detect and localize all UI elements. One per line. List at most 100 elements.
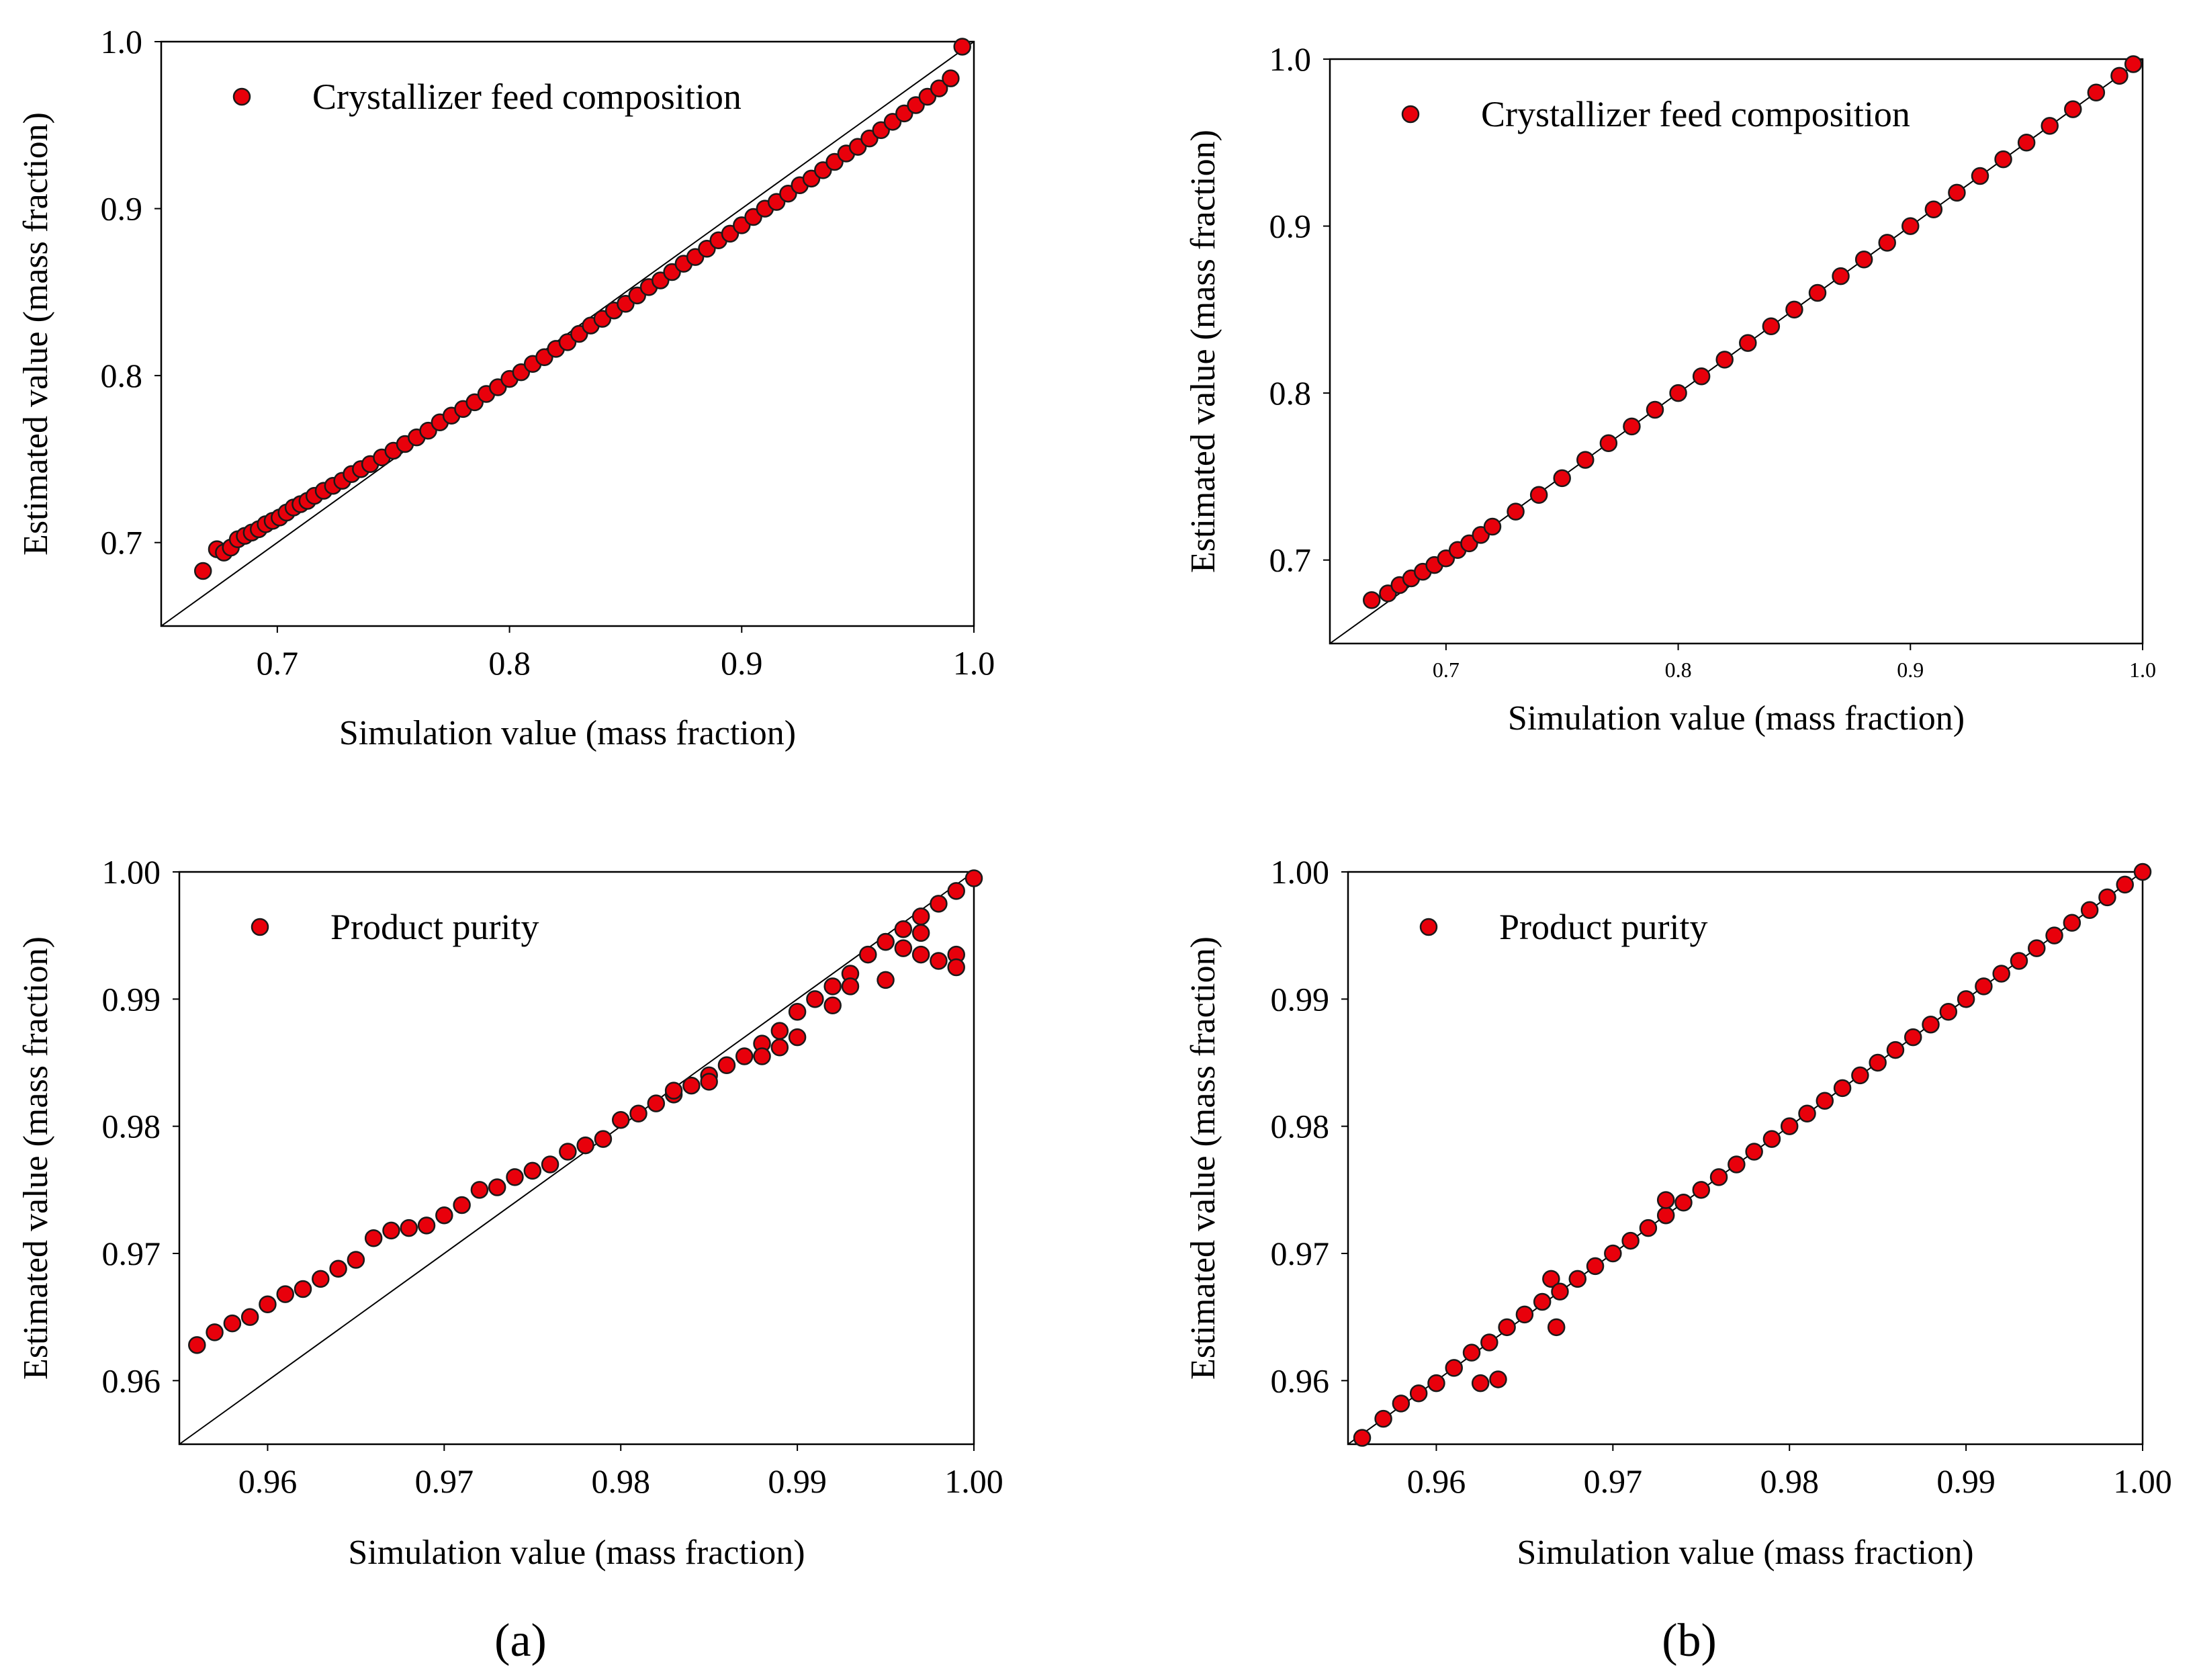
data-point xyxy=(1471,1374,1490,1392)
legend-label: Crystallizer feed composition xyxy=(312,77,742,117)
data-point xyxy=(1515,1305,1534,1324)
panel-b1: 0.7 0.8 0.9 1.0 0.7 0.8 0.9 1.0 Simulation value… xyxy=(1184,40,2156,738)
panel-a1: 0.7 0.8 0.9 1.0 0.7 0.8 0.9 1.0 Simulation value… xyxy=(17,23,995,752)
x-tick-label: 0.98 xyxy=(591,1462,650,1500)
caption-a: (a) xyxy=(494,1615,547,1667)
data-point xyxy=(1901,217,1920,235)
data-point xyxy=(1553,469,1571,488)
y-tick-label: 0.97 xyxy=(1271,1235,1330,1272)
data-point xyxy=(1445,1359,1463,1377)
data-point xyxy=(1392,1395,1410,1413)
y-tick-label: 0.98 xyxy=(1271,1108,1330,1145)
data-point xyxy=(1551,1282,1569,1301)
data-point xyxy=(2110,67,2129,85)
data-point xyxy=(188,1336,206,1354)
plot-frame xyxy=(1347,871,2144,1446)
data-point xyxy=(1498,1318,1516,1337)
data-point xyxy=(1833,1079,1852,1098)
data-point xyxy=(1353,1429,1372,1447)
data-point xyxy=(2124,55,2143,73)
data-point xyxy=(1576,451,1595,469)
x-axis-title: Simulation value (mass fraction) xyxy=(1508,699,1965,738)
data-point xyxy=(417,1217,436,1235)
x-tick-label: 0.9 xyxy=(721,644,763,682)
data-point xyxy=(1975,977,1993,996)
data-point xyxy=(2116,875,2134,894)
data-point xyxy=(400,1219,418,1237)
x-tick-label: 0.96 xyxy=(1407,1462,1466,1500)
data-point xyxy=(2010,952,2028,970)
data-point xyxy=(223,1314,242,1333)
data-point xyxy=(894,920,913,938)
data-point xyxy=(576,1136,594,1155)
data-point xyxy=(1362,591,1381,609)
data-point xyxy=(965,869,983,887)
data-point xyxy=(788,1003,807,1021)
y-axis-title: Estimated value (mass fraction) xyxy=(1184,936,1222,1380)
x-axis-title: Simulation value (mass fraction) xyxy=(1517,1534,1973,1572)
data-point xyxy=(700,1073,718,1091)
data-point xyxy=(717,1056,736,1075)
x-tick-label: 0.9 xyxy=(1897,658,1924,682)
data-point xyxy=(770,1038,789,1057)
data-point xyxy=(1816,1092,1834,1110)
data-point xyxy=(1604,1244,1622,1263)
data-point xyxy=(770,1022,789,1040)
x-axis-title: Simulation value (mass fraction) xyxy=(348,1534,805,1572)
data-point xyxy=(877,971,895,989)
x-tick-label: 1.00 xyxy=(944,1462,1003,1500)
data-point xyxy=(2098,888,2116,907)
y-tick-label: 0.7 xyxy=(1269,541,1312,579)
y-axis-title: Estimated value (mass fraction) xyxy=(17,112,55,556)
data-point xyxy=(930,79,948,97)
x-tick-label: 0.99 xyxy=(768,1462,827,1500)
data-point xyxy=(1547,1318,1566,1337)
data-point xyxy=(1656,1191,1675,1209)
data-point xyxy=(788,1028,807,1047)
data-point xyxy=(1623,417,1641,436)
plot-frame xyxy=(1329,58,2144,645)
data-point xyxy=(1480,1333,1498,1352)
y-tick-label: 1.00 xyxy=(1271,853,1330,891)
x-tick-label: 0.8 xyxy=(488,644,531,682)
data-point xyxy=(294,1280,312,1298)
data-point xyxy=(841,977,860,996)
x-tick-label: 0.97 xyxy=(1584,1462,1643,1500)
y-tick-label: 0.98 xyxy=(102,1108,161,1145)
x-tick-label: 0.99 xyxy=(1936,1462,1996,1500)
x-tick-label: 0.7 xyxy=(1433,658,1460,682)
data-point xyxy=(329,1259,347,1278)
data-point xyxy=(470,1181,489,1199)
legend-marker xyxy=(251,918,269,936)
y-tick-label: 1.0 xyxy=(1269,40,1312,78)
data-point xyxy=(347,1251,365,1269)
data-point xyxy=(1739,334,1757,352)
data-point xyxy=(1922,1015,1940,1034)
data-point xyxy=(1971,167,1989,185)
data-point xyxy=(1808,283,1827,302)
data-point xyxy=(1409,1384,1428,1403)
data-point xyxy=(947,958,965,977)
data-point xyxy=(1621,1231,1640,1250)
data-point xyxy=(1656,1206,1675,1225)
data-point xyxy=(1762,317,1781,335)
x-tick-label: 1.0 xyxy=(953,644,995,682)
data-point xyxy=(1854,251,1873,269)
y-axis-title: Estimated value (mass fraction) xyxy=(1184,130,1222,573)
y-axis-title: Estimated value (mass fraction) xyxy=(17,936,55,1380)
data-point xyxy=(911,924,930,942)
y-tick-label: 0.9 xyxy=(1269,208,1312,245)
data-point xyxy=(911,908,930,926)
legend-marker xyxy=(1419,918,1438,936)
data-point xyxy=(312,1270,330,1288)
data-point xyxy=(1507,502,1525,521)
data-point xyxy=(1992,965,2010,983)
y-tick-label: 0.7 xyxy=(101,524,143,562)
data-point xyxy=(1939,1003,1958,1021)
data-point xyxy=(2133,863,2152,881)
data-point xyxy=(1780,1117,1799,1135)
y-tick-label: 0.97 xyxy=(102,1235,161,1272)
y-tick-label: 0.99 xyxy=(1271,980,1330,1018)
data-point xyxy=(877,932,895,951)
